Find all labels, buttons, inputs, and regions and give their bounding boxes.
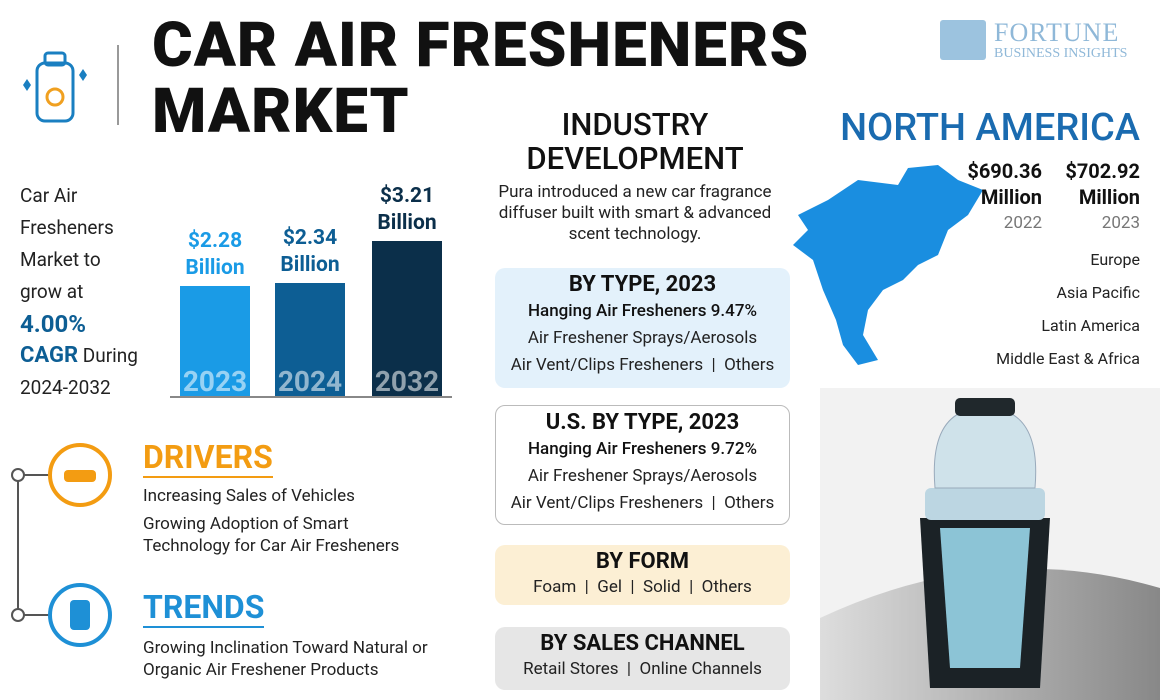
region-other: Europe [1090,250,1140,269]
stat-unit: Million [1078,185,1140,209]
region-map [793,165,983,365]
stat-value: $690.36 [967,159,1042,183]
trends-title: TRENDS [143,588,265,628]
bar [180,285,250,396]
driver-item: Increasing Sales of Vehicles [143,486,355,506]
title: CAR AIR FRESHENERS [152,9,810,82]
logo-name: FORTUNE [994,18,1120,47]
segment-lead: Hanging Air Fresheners 9.72% [527,439,757,459]
region-other: Middle East & Africa [996,349,1140,368]
divider [117,45,119,125]
growth-intro: Car Air Fresheners Market to grow at [20,184,114,303]
bar-category: 2032 [374,365,440,398]
product-image [820,388,1160,700]
region-stat: $690.36 Million 2022 [930,158,1042,236]
region-other: Asia Pacific [1056,283,1140,302]
logo-tagline: BUSINESS INSIGHTS [994,46,1128,61]
cagr-label: CAGR [20,343,79,368]
bar [372,241,442,396]
segment-title: BY TYPE, 2023 [568,272,717,297]
segment-title: BY SALES CHANNEL [540,631,745,656]
cagr-value: 4.00% [20,310,87,338]
bar-value-label: $2.28 Billion [185,228,245,280]
period-prefix: During [82,344,138,367]
segment-box: BY SALES CHANNEL Retail Stores | Online C… [495,627,790,690]
driver-item: Growing Adoption of Smart Technology for… [143,514,400,556]
segment-box: U.S. BY TYPE, 2023 Hanging Air Fresheners… [495,405,790,525]
bar-category: 2023 [182,365,248,398]
segment-title: BY FORM [595,549,690,574]
market-chart: 2023 $2.28 Billion 2024 $2.34 Billion 2032 $3… [170,170,452,398]
region-title: NORTH AMERICA [840,106,1140,150]
segment-item: Air Freshener Sprays/Aerosols [527,328,758,348]
segment-lead: Hanging Air Fresheners 9.47% [527,301,757,321]
industry-title: INDUSTRY DEVELOPMENT [526,106,744,177]
bar [275,283,345,396]
segment-box: BY TYPE, 2023 Hanging Air Fresheners 9.47… [495,268,790,388]
trend-item: Growing Inclination Toward Natural or Or… [143,638,428,680]
industry-text: Pura introduced a new car fragrance diff… [498,182,772,244]
region-other: Latin America [1041,316,1140,335]
bar-category: 2024 [277,365,343,398]
segment-item: Foam | Gel | Solid | Others [533,577,752,597]
section-icons [11,443,112,647]
bar-value-label: $3.21 Billion [377,184,437,235]
bar-value-label: $2.34 Billion [280,226,340,278]
segment-item: Air Freshener Sprays/Aerosols [527,466,758,486]
region-stat: $702.92 Million 2023 [1040,158,1140,236]
segment-item: Air Vent/Clips Fresheners | Others [510,493,775,513]
segment-box: BY FORM Foam | Gel | Solid | Others [495,545,790,605]
stat-unit: Million [980,185,1042,209]
stat-year: 2023 [1101,213,1140,233]
segment-item: Retail Stores | Online Channels [523,659,762,679]
drivers-title: DRIVERS [143,438,273,478]
period: 2024-2032 [20,376,111,399]
stat-value: $702.92 [1065,159,1140,183]
stat-year: 2022 [1003,213,1042,233]
title: MARKET [152,75,410,148]
segment-item: Air Vent/Clips Fresheners | Others [510,355,775,375]
header-icon [23,51,87,123]
segment-title: U.S. BY TYPE, 2023 [545,410,740,435]
